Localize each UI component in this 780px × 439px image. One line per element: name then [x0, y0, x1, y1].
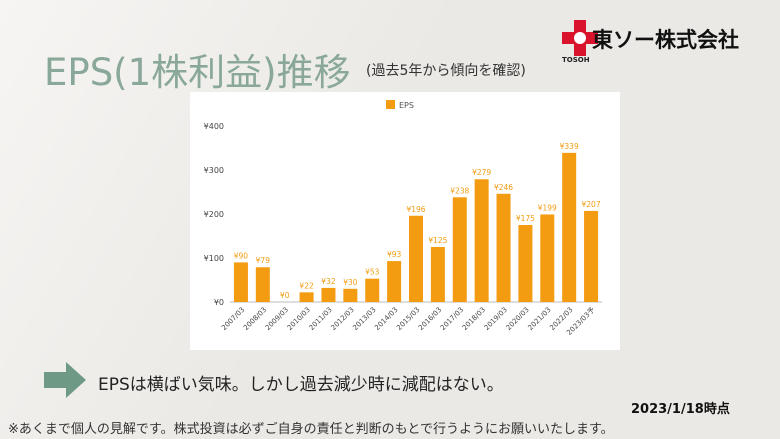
eps-bar: [496, 193, 511, 302]
bar-value-label: ¥196: [406, 205, 425, 214]
conclusion-text: EPSは横ばい気味。しかし過去減少時に減配はない。: [98, 375, 504, 395]
eps-bar: [562, 152, 577, 302]
bar-value-label: ¥22: [299, 281, 314, 290]
legend-swatch: [386, 100, 395, 109]
bar-value-label: ¥90: [234, 251, 249, 260]
eps-bar: [474, 179, 489, 302]
eps-bar: [518, 225, 533, 302]
legend-label: EPS: [399, 101, 414, 110]
bar-value-label: ¥79: [256, 256, 271, 265]
bar-value-label: ¥339: [560, 142, 579, 151]
eps-bar: [540, 214, 555, 302]
company-logo-sub: TOSOH: [562, 56, 590, 64]
disclaimer-text: ※あくまで個人の見解です。株式投資は必ずご自身の責任と判断のもとで行うようにお願…: [8, 422, 614, 437]
y-tick-label: ¥400: [204, 122, 224, 131]
eps-bar: [408, 215, 424, 302]
bar-value-label: ¥175: [516, 214, 535, 223]
bar-value-label: ¥246: [494, 183, 513, 192]
bar-value-label: ¥279: [472, 168, 491, 177]
eps-bar: [452, 197, 467, 302]
eps-bar: [387, 261, 402, 302]
y-tick-label: ¥0: [214, 298, 224, 307]
y-tick-label: ¥100: [204, 254, 224, 263]
right-arrow-icon: [44, 362, 86, 398]
tosoh-logo-icon: [562, 20, 598, 56]
bar-value-label: ¥125: [428, 236, 447, 245]
eps-bar: [365, 278, 380, 302]
eps-bar: [255, 267, 270, 302]
bar-value-label: ¥93: [387, 250, 402, 259]
bar-value-label: ¥199: [538, 203, 557, 212]
eps-bar: [299, 292, 314, 302]
eps-bar: [584, 210, 599, 302]
company-logo: [562, 20, 598, 56]
company-name: 東ソー株式会社: [592, 28, 739, 52]
eps-bar: [343, 288, 358, 302]
eps-chart-card: EPS ¥0 ¥100 ¥200 ¥300 ¥400 ¥90 2007/03 ¥79 2008/0…: [190, 92, 620, 350]
eps-bar: [430, 247, 445, 302]
bar-value-label: ¥53: [365, 268, 380, 277]
y-tick-label: ¥200: [204, 210, 224, 219]
as-of-date: 2023/1/18時点: [631, 402, 730, 417]
bar-value-label: ¥32: [321, 277, 336, 286]
page-subtitle: (過去5年から傾向を確認): [366, 63, 526, 79]
y-tick-label: ¥300: [204, 166, 224, 175]
eps-bar-chart: EPS¥0¥100¥200¥300¥400¥902007/03¥792008/0…: [204, 100, 602, 337]
bar-value-label: ¥238: [450, 186, 469, 195]
bar-value-label: ¥207: [582, 200, 601, 209]
bar-value-label: ¥0: [280, 291, 290, 300]
page-title: EPS(1株利益)推移: [44, 51, 351, 94]
bar-value-label: ¥30: [343, 278, 358, 287]
eps-bar: [233, 262, 248, 302]
eps-bar: [321, 287, 336, 302]
